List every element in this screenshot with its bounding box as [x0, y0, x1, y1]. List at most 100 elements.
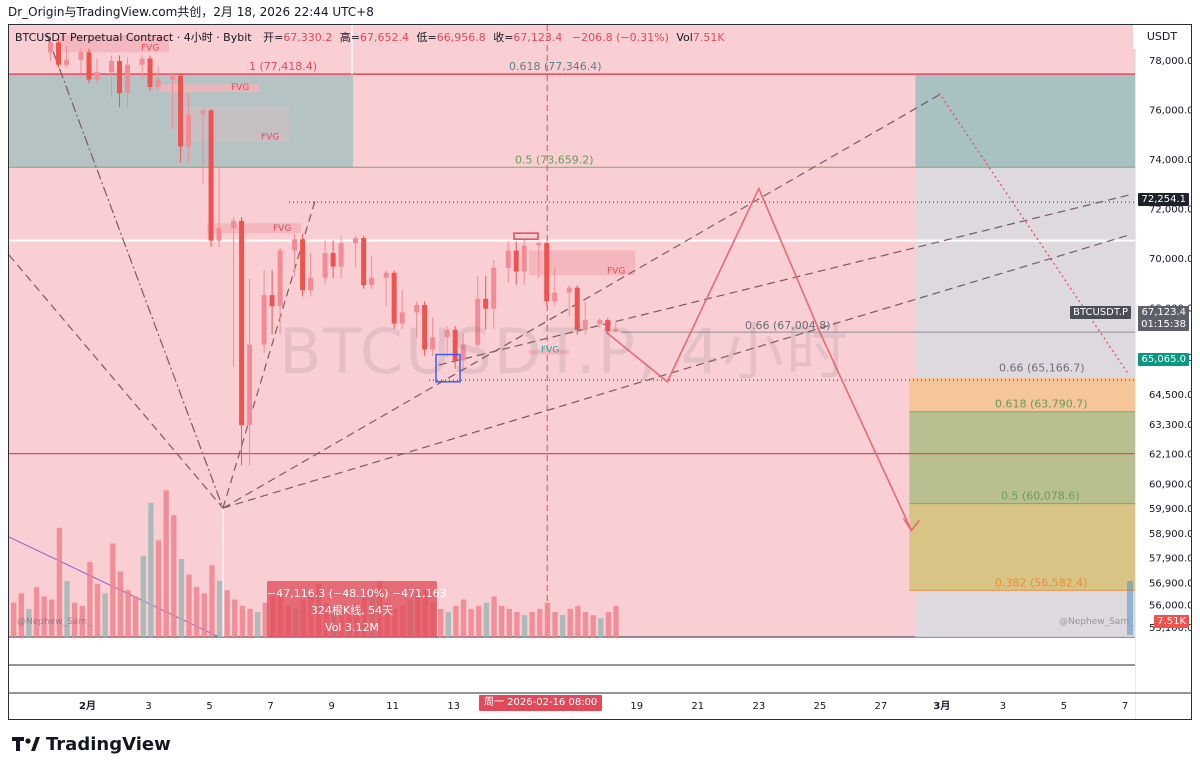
volume-bar [18, 593, 24, 637]
volume-bar [201, 593, 207, 637]
candle-body [338, 243, 344, 267]
price-axis-label: 59,900.0 [1149, 504, 1192, 515]
side-volume-marker [1127, 581, 1133, 635]
fvg-box [159, 84, 259, 92]
trend-line [222, 94, 940, 509]
measure-line-2: 324根K线, 54天 [310, 604, 394, 617]
dotted-trend-line [938, 92, 1130, 376]
volume-bar [468, 608, 474, 637]
price-axis-label: 57,900.0 [1149, 554, 1192, 565]
volume-bar [514, 612, 520, 637]
fib-label-066-low: 0.66 (65,166.7) [999, 362, 1085, 375]
volume-bar [11, 602, 17, 637]
fvg-label: FVG [607, 266, 625, 276]
volume-bar [125, 590, 131, 637]
trend-line [438, 194, 1130, 366]
volume-bar [79, 605, 85, 637]
volume-bar [163, 490, 169, 637]
price-tag-volume: 7.51K [1154, 615, 1189, 628]
volume-bar [102, 593, 108, 637]
candle-body [491, 267, 497, 309]
price-axis-label: 72,000.0 [1149, 204, 1192, 215]
candle-body [48, 42, 53, 53]
date-axis-label: 3月 [933, 700, 950, 712]
chart-svg[interactable]: 1 (77,418.4) 0.618 (77,346.4) 0.5 (73,659.… [9, 25, 1192, 720]
candle-body [186, 114, 192, 147]
measure-line-3: Vol 3.12M [325, 621, 379, 634]
price-axis-background [1135, 25, 1191, 719]
date-axis-label: 3 [1000, 701, 1006, 712]
fib-label-0618-top: 0.618 (77,346.4) [509, 60, 602, 73]
volume-bar [178, 559, 185, 637]
volume-bar [148, 502, 154, 637]
candle-body [139, 58, 145, 65]
volume-bar [582, 612, 589, 637]
fvg-box [59, 35, 169, 53]
price-axis-label: 64,500.0 [1149, 390, 1192, 401]
volume-bar [232, 599, 238, 637]
candle-body [521, 245, 527, 272]
candle-body [277, 250, 283, 307]
trend-line [9, 254, 224, 509]
candle-body [200, 110, 206, 115]
candle-body [353, 238, 359, 244]
volume-bar [460, 599, 467, 637]
price-axis-label: 63,300.0 [1149, 420, 1192, 431]
volume-bar [117, 571, 124, 637]
candle-body [117, 61, 123, 94]
fib-label-05-top: 0.5 (73,659.2) [515, 153, 594, 166]
date-axis-label: 7 [267, 701, 273, 712]
candle-body [422, 304, 428, 350]
candle-body [216, 228, 222, 241]
price-tag-last[interactable]: 67,123.4 [1138, 306, 1189, 319]
volume-bar [255, 612, 261, 637]
candle-body [125, 64, 131, 94]
volume-bar [438, 608, 444, 637]
price-axis-label: 58,900.0 [1149, 529, 1192, 540]
candle-body [239, 220, 245, 426]
date-axis-label: 13 [447, 701, 460, 712]
price-axis-label: 76,000.0 [1149, 105, 1192, 116]
candle-body [109, 61, 115, 73]
date-axis-label: 11 [386, 701, 399, 712]
price-axis-label: 56,000.0 [1149, 601, 1192, 612]
date-axis-label: 5 [206, 701, 212, 712]
tradingview-brand[interactable]: TradingView [12, 732, 171, 756]
volume-bar [537, 608, 543, 637]
volume-bar [552, 612, 558, 637]
fvg-label: FVG [261, 133, 279, 143]
volume-bar [194, 587, 200, 637]
candle-body [292, 239, 298, 251]
candle-body [475, 298, 481, 345]
volume-bar [499, 605, 505, 637]
price-tag-65065[interactable]: 65,065.0 [1138, 353, 1189, 366]
fvg-label: FVG [231, 83, 249, 93]
date-axis-label: 21 [691, 701, 704, 712]
volume-bar [521, 615, 528, 637]
volume-bar [560, 615, 566, 637]
axis-currency[interactable]: USDT [1133, 25, 1191, 49]
price-axis-label: 62,100.0 [1149, 450, 1192, 461]
fib-label-1: 1 (77,418.4) [249, 60, 317, 73]
title-line: Dr_Origin与TradingView.com共创，2月 18, 2026 … [8, 5, 374, 19]
volume-bar [209, 565, 215, 637]
price-axis-label: 70,000.0 [1149, 254, 1192, 265]
volume-bar [26, 608, 32, 637]
volume-bar [155, 540, 162, 637]
volume-bar [110, 543, 116, 637]
candle-body [94, 72, 100, 80]
candle-body [605, 320, 611, 332]
volume-bar [94, 583, 101, 637]
volume-bar [483, 602, 490, 637]
measure-line-1: −47,116.3 (−48.10%) −471,163 [267, 587, 447, 600]
candle-body [147, 58, 153, 88]
fib-label-0382-low: 0.382 (56,582.4) [995, 576, 1088, 589]
candle-body [322, 252, 328, 278]
trend-line [222, 234, 1130, 509]
price-tag-72254[interactable]: 72,254.1 [1138, 193, 1189, 206]
volume-bar [506, 608, 512, 637]
fvg-box [529, 349, 569, 355]
candle-body [505, 250, 511, 268]
date-axis-label: 25 [813, 701, 826, 712]
volume-bar [529, 612, 535, 637]
